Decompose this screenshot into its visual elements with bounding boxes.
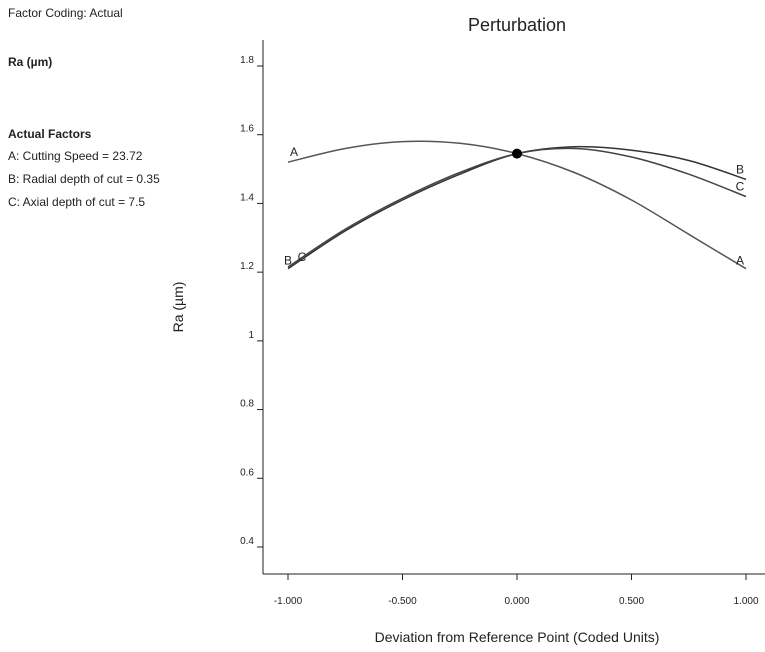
factor-b-value: B: Radial depth of cut = 0.35 <box>8 172 160 186</box>
response-label: Ra (µm) <box>8 55 53 69</box>
y-tick-label: 0.6 <box>240 467 254 478</box>
x-tick-label: 0.500 <box>619 596 644 607</box>
factor-coding-label: Factor Coding: Actual <box>8 6 123 20</box>
actual-factors-title: Actual Factors <box>8 127 92 141</box>
series-label-b-left: B <box>284 254 292 268</box>
y-tick-label: 0.8 <box>240 399 254 410</box>
series-line-c <box>287 147 747 268</box>
y-tick-label: 1.6 <box>240 124 254 135</box>
y-tick-label: 1 <box>248 330 254 341</box>
y-tick-label: 1.4 <box>240 192 254 203</box>
y-tick-label: 0.4 <box>240 536 254 547</box>
reference-point-marker <box>512 148 522 159</box>
series-line-a <box>287 140 747 270</box>
x-tick-label: -0.500 <box>388 596 417 607</box>
factor-a-value: A: Cutting Speed = 23.72 <box>8 149 143 163</box>
chart-title: Perturbation <box>468 15 566 35</box>
series-line-b <box>287 145 747 270</box>
series-label-c-right: C <box>736 180 745 194</box>
series-label-c-left: C <box>298 250 307 264</box>
x-axis-title: Deviation from Reference Point (Coded Un… <box>375 629 660 645</box>
y-axis-title: Ra (µm) <box>170 282 186 333</box>
y-tick-label: 1.2 <box>240 261 254 272</box>
x-tick-label: 1.000 <box>733 596 758 607</box>
y-axis-ticks: 0.4 0.6 0.8 1 1.2 1.4 1.6 1.8 <box>240 55 263 548</box>
series-label-a-left: A <box>290 145 298 159</box>
x-tick-label: 0.000 <box>504 596 529 607</box>
factor-c-value: C: Axial depth of cut = 7.5 <box>8 195 146 209</box>
series-group <box>287 140 747 270</box>
x-axis-ticks: -1.000 -0.500 0.000 0.500 1.000 <box>274 574 759 607</box>
x-tick-label: -1.000 <box>274 596 303 607</box>
y-tick-label: 1.8 <box>240 55 254 66</box>
series-label-b-right: B <box>736 162 744 176</box>
series-label-a-right: A <box>736 254 744 268</box>
